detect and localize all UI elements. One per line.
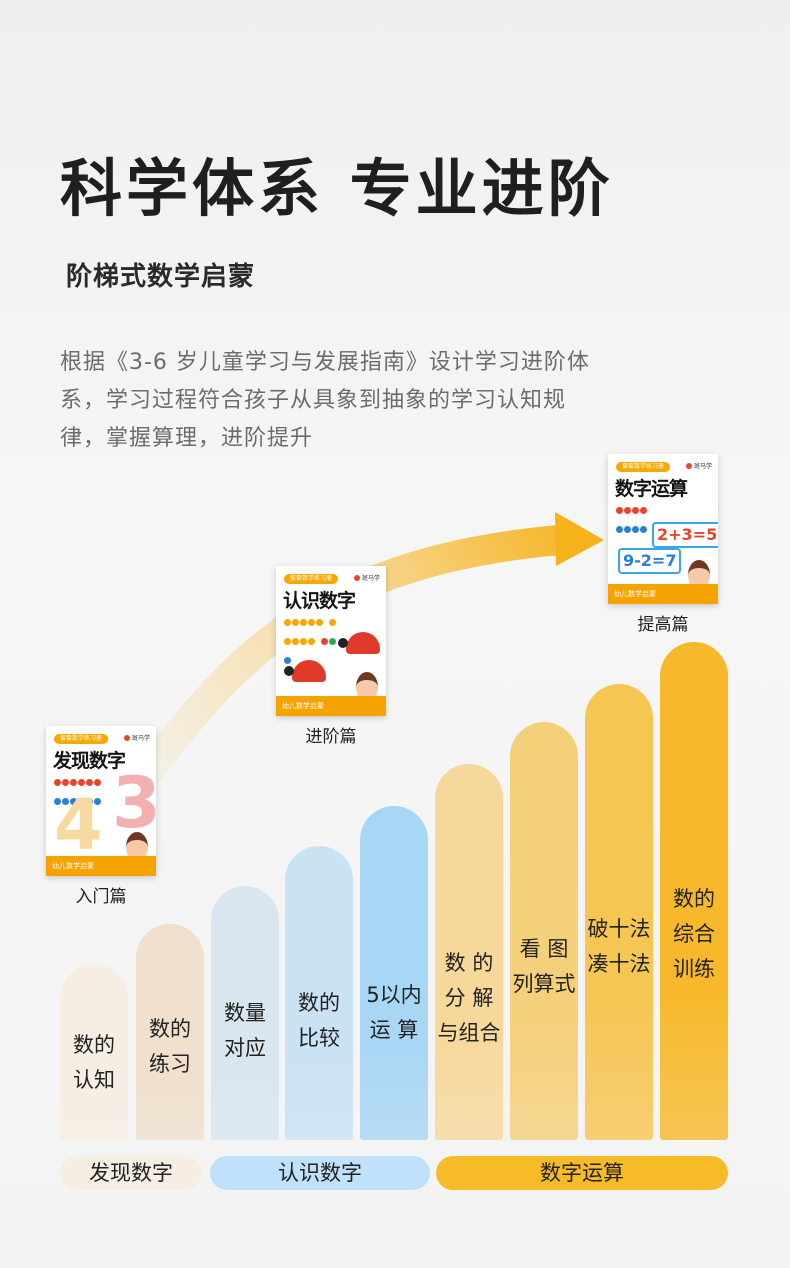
book-title: 数字运算 — [615, 478, 688, 500]
step-label: 看 图 列算式 — [512, 937, 576, 996]
step-label: 破十法 凑十法 — [587, 917, 651, 976]
ladybug-icon — [284, 660, 326, 682]
step-label: 数的 比较 — [298, 991, 340, 1050]
book-cover-know-numbers: 套套数学练习册 斑马学 认识数字 幼儿数学启蒙 — [276, 566, 386, 716]
ladybug-icon — [338, 632, 380, 654]
step-bar: 破十法 凑十法 — [585, 684, 653, 1140]
child-face-icon — [688, 560, 710, 590]
step-label: 数的 练习 — [149, 1017, 191, 1076]
page-subtitle: 阶梯式数学启蒙 — [66, 262, 256, 292]
description-line: 律，掌握算理，进阶提升 — [60, 426, 314, 451]
book-label-beginner: 入门篇 — [75, 887, 127, 907]
step-bar: 数的 认知 — [60, 964, 128, 1140]
step-label: 数的 综合 训练 — [673, 887, 715, 981]
book-series-tag: 套套数学练习册 — [616, 462, 671, 472]
step-label: 数的 认知 — [73, 1033, 115, 1092]
book-series-tag: 套套数学练习册 — [54, 734, 109, 744]
counting-dots-icon — [284, 612, 344, 669]
step-label: 数 的 分 解 与组合 — [437, 951, 501, 1045]
step-label: 数量 对应 — [224, 1001, 266, 1060]
description: 根据《3-6 岁儿童学习与发展指南》设计学习进阶体 系，学习过程符合孩子从具象到… — [60, 344, 670, 458]
page-title: 科学体系 专业进阶 — [60, 152, 614, 225]
step-bar: 看 图 列算式 — [510, 722, 578, 1140]
book-series-tag: 套套数学练习册 — [284, 574, 339, 584]
step-bar: 数的 比较 — [285, 846, 353, 1140]
step-bar: 数的 练习 — [136, 924, 204, 1140]
description-line: 根据《3-6 岁儿童学习与发展指南》设计学习进阶体 — [60, 350, 590, 375]
step-label: 5以内 运 算 — [366, 983, 422, 1042]
book-title: 发现数字 — [53, 750, 126, 772]
equation-card: 9-2=7 — [618, 548, 682, 574]
book-brand: 斑马学 — [354, 573, 380, 582]
digit-four-icon: 4 — [54, 784, 103, 866]
digit-three-icon: 3 — [112, 762, 156, 844]
group-pill-discover: 发现数字 — [60, 1156, 202, 1190]
book-title: 认识数字 — [283, 590, 356, 612]
book-cover-discover-numbers: 套套数学练习册 斑马学 发现数字 3 4 幼儿数学启蒙 — [46, 726, 156, 876]
child-face-icon — [126, 832, 148, 862]
step-bar: 数量 对应 — [211, 886, 279, 1140]
counting-dots-icon — [616, 500, 656, 538]
counting-dots-icon — [54, 772, 114, 810]
book-footer: 幼儿数学启蒙 — [46, 856, 156, 876]
book-cover-number-operations: 套套数学练习册 斑马学 数字运算 2+3=5 9-2=7 幼儿数学启蒙 — [608, 454, 718, 604]
book-label-intermediate: 进阶篇 — [305, 727, 357, 747]
book-footer: 幼儿数学启蒙 — [276, 696, 386, 716]
step-bar: 数 的 分 解 与组合 — [435, 764, 503, 1140]
book-footer: 幼儿数学启蒙 — [608, 584, 718, 604]
child-face-icon — [356, 672, 378, 702]
step-bar: 5以内 运 算 — [360, 806, 428, 1140]
description-line: 系，学习过程符合孩子从具象到抽象的学习认知规 — [60, 388, 567, 413]
book-brand: 斑马学 — [686, 461, 712, 470]
book-brand: 斑马学 — [124, 733, 150, 742]
book-label-advanced: 提高篇 — [637, 615, 689, 635]
group-pill-operations: 数字运算 — [436, 1156, 728, 1190]
equation-card: 2+3=5 — [652, 522, 718, 548]
group-pill-know: 认识数字 — [210, 1156, 430, 1190]
step-bar: 数的 综合 训练 — [660, 642, 728, 1140]
